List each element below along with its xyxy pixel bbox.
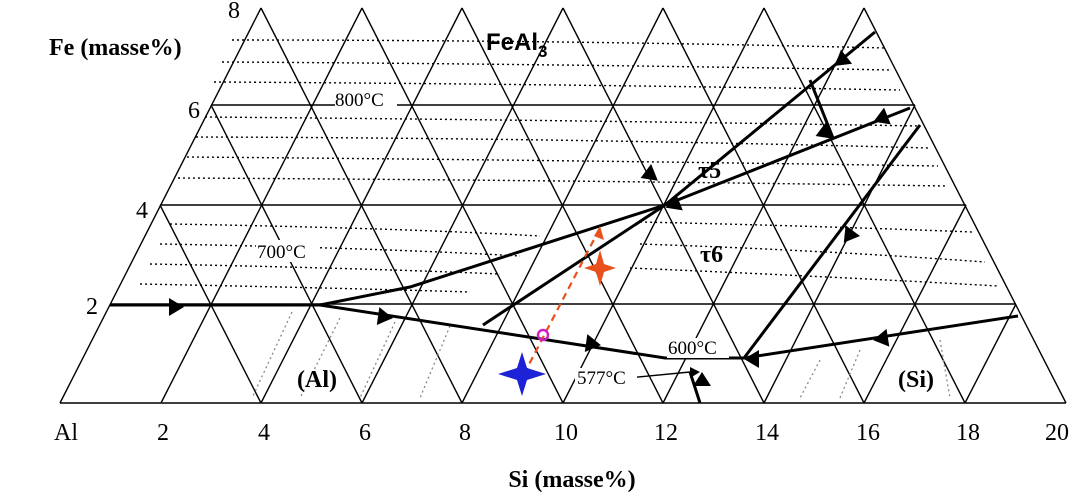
phase-label-al: (Al): [297, 367, 337, 393]
isotherm-line: [419, 325, 451, 399]
grid-fall-8: [260, 7, 463, 404]
isotherm-line: [149, 263, 501, 275]
arrow-head-icon: [744, 350, 759, 368]
y-tick-8: 8: [228, 0, 240, 24]
label-mask: [335, 88, 397, 110]
valley-arrows: [169, 49, 891, 386]
y-tick-6: 6: [188, 98, 200, 124]
isotherm-label-700: 700°C: [257, 242, 306, 263]
falling-grid: [159, 7, 1067, 404]
x-tick-16: 16: [856, 420, 880, 446]
horizontal-grid: [60, 104, 1066, 404]
isotherm-line: [231, 39, 886, 49]
grid-fall-20: [863, 7, 1067, 404]
path-arrow-icon: [594, 226, 604, 240]
arrow-head-icon: [665, 193, 683, 211]
grid-rise-14: [763, 104, 916, 404]
phase-label-tau5: τ5: [698, 158, 721, 184]
isotherm-line: [213, 81, 901, 91]
label-mask: [256, 240, 318, 262]
isotherm-line: [629, 267, 999, 287]
labels: Fe (masse%) Si (masse%) 8 6 4 2 Al 2 4 6…: [49, 0, 1069, 493]
isotherm-label-600: 600°C: [668, 338, 717, 359]
solidification-path: [498, 226, 616, 396]
isotherm-line: [177, 177, 947, 187]
isotherm-lines: [139, 39, 999, 399]
isotherm-line: [186, 156, 939, 167]
isotherm-line: [639, 221, 973, 233]
isotherm-line: [195, 136, 929, 149]
valley-si-tau6-boundary: [742, 124, 922, 359]
x-tick-2: 2: [157, 420, 169, 446]
isotherm-line: [839, 349, 861, 399]
arrow-head-icon: [873, 107, 891, 125]
phase-label-feal3: FeAl3: [486, 29, 547, 61]
x-axis-title: Si (masse%): [508, 467, 635, 493]
arrow-head-icon: [640, 164, 658, 181]
x-tick-6: 6: [359, 420, 371, 446]
alloy-composition-star-icon: [498, 352, 546, 396]
isotherm-line: [251, 311, 293, 399]
arrow-head-icon: [376, 307, 393, 325]
label-mask: [575, 368, 637, 388]
valley-lines: [110, 30, 1019, 404]
grid-fall-12: [461, 7, 664, 404]
isotherm-line: [359, 321, 396, 399]
dashed-path-line: [523, 227, 601, 375]
x-tick-4: 4: [258, 420, 270, 446]
isotherm-line: [169, 223, 541, 237]
arrow-head-icon: [873, 328, 890, 347]
label-mask: [667, 338, 729, 358]
valley-al-tau5-boundary: [110, 106, 911, 307]
path-star-icon: [584, 250, 616, 286]
isotherm-line: [639, 243, 986, 263]
y-tick-2: 2: [86, 294, 98, 320]
arrow-head-icon: [693, 372, 711, 386]
x-tick-20: 20: [1045, 420, 1069, 446]
arrow-head-icon: [169, 298, 184, 316]
phase-label-si: (Si): [898, 367, 934, 393]
arrow-head-icon: [834, 49, 853, 66]
valley-feal3-tau5-boundary: [482, 30, 876, 327]
grid-fall-18: [763, 7, 966, 404]
x-tick-al: Al: [54, 420, 78, 446]
isotherm-line: [159, 243, 521, 257]
isotherm-line: [204, 116, 921, 127]
x-tick-18: 18: [956, 420, 980, 446]
valley-577-drop: [688, 371, 702, 404]
phase-label-tau6: τ6: [700, 242, 723, 268]
x-tick-14: 14: [755, 420, 779, 446]
isotherm-line: [799, 359, 821, 399]
x-tick-8: 8: [459, 420, 471, 446]
pointer-arrow-icon: [690, 367, 700, 378]
arrow-head-icon: [843, 225, 861, 243]
isotherm-line: [139, 283, 471, 293]
grid-fall-16: [662, 7, 865, 404]
eutectic-pointer: [627, 367, 700, 379]
intersection-point-icon: [536, 328, 550, 342]
valley-peritectic-link: [808, 79, 835, 139]
y-tick-4: 4: [136, 198, 148, 224]
isotherm-label-577: 577°C: [577, 368, 626, 389]
isotherm-line: [221, 61, 893, 71]
pointer-line: [627, 371, 691, 379]
grid-rise-18: [964, 303, 1017, 404]
arrow-head-icon: [584, 334, 601, 352]
y-axis-title: Fe (masse%): [49, 35, 182, 61]
isotherm-line: [939, 339, 951, 399]
arrow-head-icon: [815, 122, 833, 139]
x-tick-10: 10: [554, 420, 578, 446]
isotherm-label-800: 800°C: [335, 90, 384, 111]
x-tick-12: 12: [654, 420, 678, 446]
